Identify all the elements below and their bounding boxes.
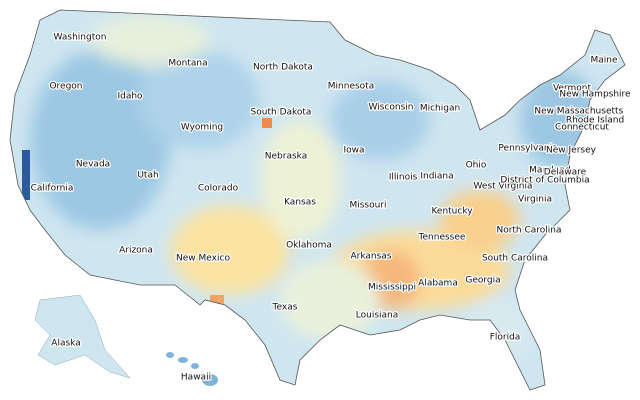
state-label: North Dakota xyxy=(253,63,313,73)
state-label: Indiana xyxy=(420,172,453,182)
state-label: Alaska xyxy=(51,339,80,349)
state-label: New Hampshire xyxy=(559,90,631,100)
state-label: Massachusetts xyxy=(557,107,624,117)
state-label: District of Columbia xyxy=(500,176,589,186)
state-label: West Virginia xyxy=(474,182,533,192)
state-label: Hawaii xyxy=(181,373,211,383)
state-label: Georgia xyxy=(465,276,500,286)
hawaii-shape xyxy=(166,352,218,386)
state-label: Texas xyxy=(272,303,298,313)
state-label: Colorado xyxy=(198,184,239,194)
state-label: Ohio xyxy=(466,161,487,171)
state-label: Nebraska xyxy=(265,152,307,162)
state-label: Kentucky xyxy=(431,207,473,217)
state-label: New Jersey xyxy=(546,146,597,156)
state-label: Michigan xyxy=(420,104,460,114)
state-label: North Carolina xyxy=(496,226,561,236)
state-label: Oklahoma xyxy=(286,241,332,251)
state-label: Nevada xyxy=(76,160,110,170)
state-label: Illinois xyxy=(389,173,418,183)
state-label: Virginia xyxy=(518,195,552,205)
alaska-shape xyxy=(34,294,131,379)
state-label: Florida xyxy=(490,333,521,343)
state-label: Mississippi xyxy=(368,283,416,293)
state-label: Washington xyxy=(54,33,107,43)
state-label: Arkansas xyxy=(350,252,391,262)
state-label: Maryland xyxy=(529,166,571,176)
state-label: New Mexico xyxy=(176,254,230,264)
state-label: Louisiana xyxy=(356,311,399,321)
state-label: Montana xyxy=(168,59,207,69)
state-label: Oregon xyxy=(49,82,82,92)
state-label: Minnesota xyxy=(328,82,374,92)
state-label: Wisconsin xyxy=(369,103,414,113)
state-label: Missouri xyxy=(349,201,386,211)
state-label: Kansas xyxy=(284,198,316,208)
state-labels: Washington Oregon Idaho Montana Wyoming Nevad… xyxy=(29,31,632,384)
state-label: Maine xyxy=(590,56,617,66)
state-label: Arizona xyxy=(119,246,153,256)
state-label: Idaho xyxy=(117,92,143,102)
us-outline xyxy=(9,9,626,391)
state-label: Iowa xyxy=(343,146,364,156)
state-label: Rhode Island xyxy=(566,116,624,126)
state-label: South Dakota xyxy=(251,108,312,118)
state-label: Tennessee xyxy=(418,233,466,243)
state-label: California xyxy=(31,184,74,194)
state-label: Alabama xyxy=(418,279,458,289)
state-label: New York xyxy=(534,107,576,117)
state-label: Delaware xyxy=(544,168,587,178)
state-label: Wyoming xyxy=(181,123,223,133)
state-label: Vermont xyxy=(553,84,592,94)
state-label: Utah xyxy=(137,171,158,181)
state-label: Connecticut xyxy=(555,123,609,133)
state-label: Pennsylvania xyxy=(498,144,557,154)
state-label: South Carolina xyxy=(482,254,548,264)
